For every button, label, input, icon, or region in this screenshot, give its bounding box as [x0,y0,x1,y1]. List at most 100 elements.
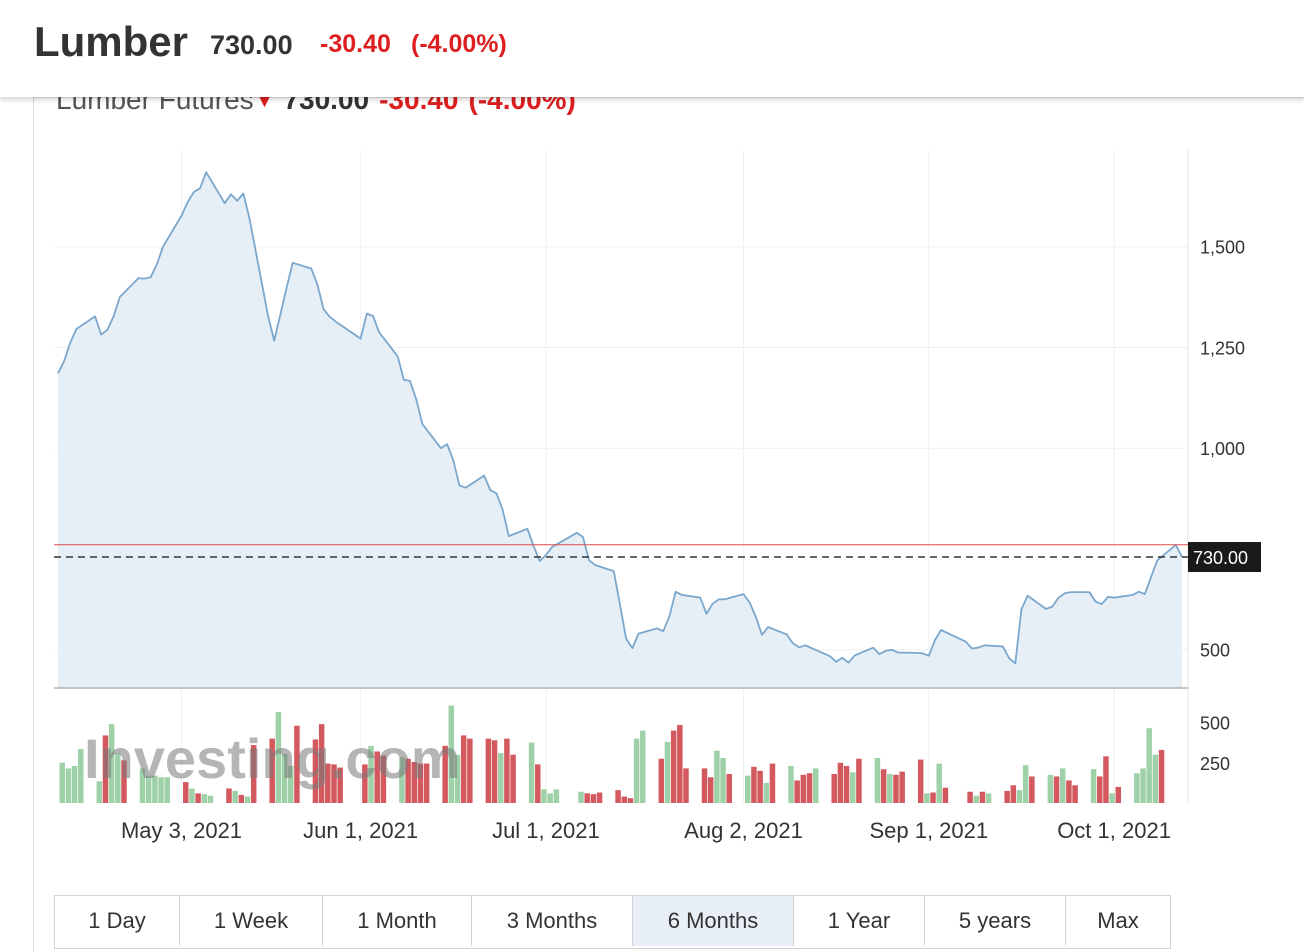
volume-bar-down [417,763,424,803]
range-button-6-months[interactable]: 6 Months [633,896,794,946]
volume-bar-down [880,769,887,803]
volume-bar-up [454,754,461,803]
volume-bars [59,705,1165,803]
price-area [57,171,1183,688]
volume-bar-down [318,724,325,803]
last-price-tag [1188,542,1261,573]
volume-bar-up [541,789,547,803]
range-button-1-month[interactable]: 1 Month [323,896,472,946]
volume-bar-down [294,725,300,803]
volume-bar-up [640,730,646,803]
date-tick-label: Jun 1, 2021 [303,818,418,843]
volume-bar-down [312,739,319,803]
volume-bar-down [1097,776,1103,803]
volume-bar-up [201,794,208,803]
y-axis: 500 1,000 1,250 1,500 250 500 730.00 [1188,238,1261,774]
range-button-3-months[interactable]: 3 Months [472,896,633,946]
volume-bar-down [590,794,597,803]
volume-bar-up [232,790,238,803]
volume-bar-up [1016,790,1023,803]
volume-bar-down [899,771,905,803]
volume-bar-down [183,782,189,803]
range-button-max[interactable]: Max [1097,908,1139,933]
volume-bar-down [1072,785,1078,803]
x-axis: May 3, 2021 Jun 1, 2021 Jul 1, 2021 Aug 2, … [121,818,1171,843]
volume-bar-down [1115,786,1122,803]
volume-bar-down [967,791,973,803]
volume-bar-down [615,790,621,803]
volume-bar-down [121,760,127,803]
volume-bar-up [850,772,856,803]
volume-bar-down [491,740,498,803]
date-tick-label: Sep 1, 2021 [869,818,988,843]
date-tick-label: Aug 2, 2021 [684,818,803,843]
price-tick-label: 1,250 [1200,338,1245,358]
volume-bar-up [399,757,405,803]
volume-bar-up [720,757,726,803]
volume-bar-up [65,768,72,803]
volume-bar-down [442,745,448,803]
volume-bar-down [751,766,757,803]
volume-bar-down [238,794,245,803]
volume-bar-up [158,777,164,803]
volume-bar-up [1022,765,1029,803]
volume-bar-up [71,765,78,803]
volume-bar-up [139,768,146,803]
volume-bar-down [1066,780,1072,803]
instrument-name: Lumber [34,18,189,65]
investing-watermark: Investing.com [84,727,461,790]
volume-bar-down [325,763,331,803]
volume-bar-down [423,763,430,803]
volume-bar-up [275,712,282,803]
volume-bar-up [985,793,992,803]
volume-bar-up [152,775,158,803]
volume-bar-down [769,763,776,803]
volume-bar-up [1146,728,1152,803]
range-button-5-years[interactable]: 5 years [925,896,1066,946]
volume-bar-down [226,788,232,803]
volume-bar-down [670,730,677,803]
volume-bar-up [664,741,671,803]
range-button-1-year[interactable]: 1 Year [794,896,925,946]
volume-bar-up [887,774,893,803]
volume-bar-down [195,793,201,803]
volume-bar-down [380,755,387,803]
volume-bar-down [683,768,689,803]
volume-bar-up [244,796,251,803]
volume-bar-down [701,768,708,803]
range-button-1-day[interactable]: 1 Day [55,896,180,946]
last-price: 730.00 [210,30,293,60]
price-area-fill [58,172,1182,688]
price-tick-label: 1,000 [1200,439,1245,459]
volume-bar-down [658,758,665,803]
volume-bar-up [189,788,195,803]
volume-bar-up [1152,754,1159,803]
volume-bar-down [535,764,541,803]
volume-bar-down [337,767,343,803]
volume-bar-up [1047,774,1054,803]
volume-bar-up [59,762,65,803]
volume-bar-down [843,765,850,803]
volume-bar-up [874,757,881,803]
volume-bar-up [108,724,115,803]
volume-bar-down [856,758,862,803]
volume-bar-up [578,791,584,803]
volume-bar-down [510,754,516,803]
instrument-header: Lumber 730.00 -30.40 (-4.00%) [0,0,1304,97]
volume-bar-up [1140,768,1146,803]
volume-tick-label: 500 [1200,714,1230,734]
date-tick-label: Oct 1, 2021 [1057,818,1171,843]
volume-bar-down [806,773,813,803]
volume-bar-down [757,770,763,803]
volume-bar-down [1103,756,1109,803]
volume-tick-label: 250 [1200,754,1230,774]
volume-bar-up [288,765,294,803]
volume-bar-up [96,781,103,803]
volume-bar-up [547,793,553,803]
volume-bar-up [973,795,980,803]
volume-bar-up [1134,773,1140,803]
range-button-1-week[interactable]: 1 Week [180,896,323,946]
volume-bar-down [930,792,936,803]
volume-bar-down [837,762,844,803]
